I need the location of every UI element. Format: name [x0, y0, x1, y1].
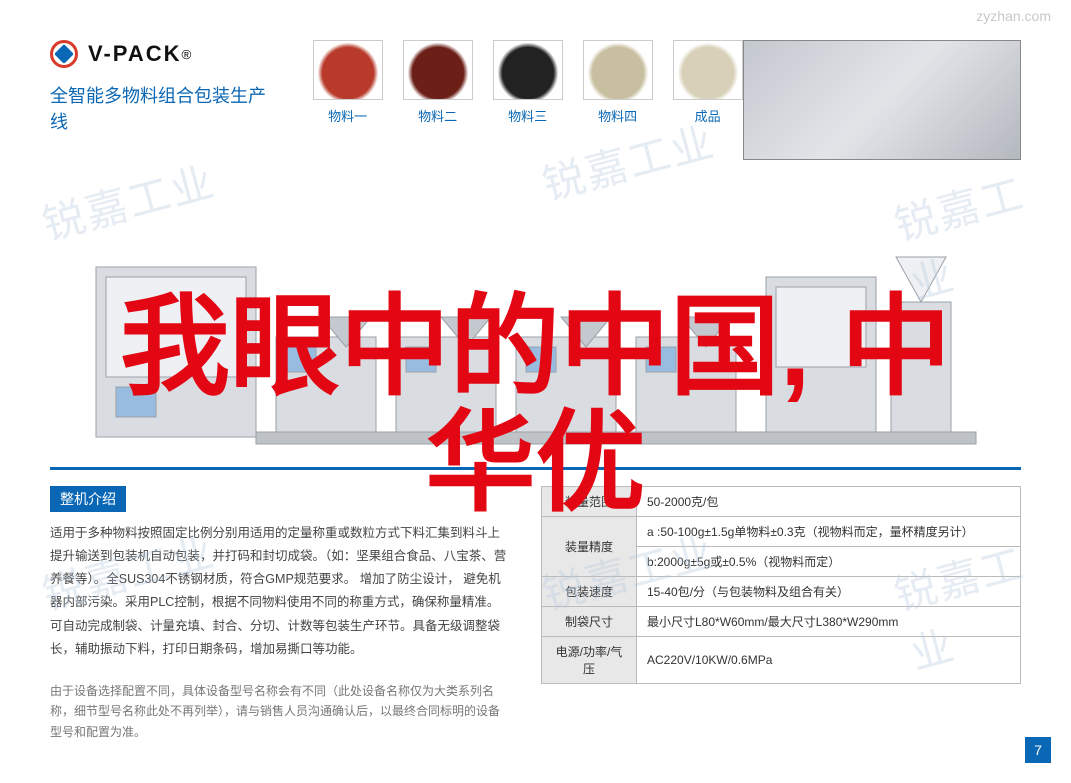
spec-label: 制袋尺寸: [542, 607, 637, 637]
material-item: 物料四: [583, 40, 653, 125]
spec-table: 装量范围 50-2000克/包 装量精度 a :50-100g±1.5g单物料±…: [541, 486, 1021, 684]
machine-illustration: [50, 170, 1021, 470]
material-item: 物料二: [403, 40, 473, 125]
spec-value: b:2000g±5g或±0.5%（视物料而定）: [637, 547, 1021, 577]
intro-footnote: 由于设备选择配置不同，具体设备型号名称会有不同（此处设备名称仅为大类系列名称，细…: [50, 681, 511, 742]
intro-title: 整机介绍: [50, 486, 126, 512]
machine-svg: [76, 207, 996, 467]
material-thumb: [313, 40, 383, 100]
factory-photo: [743, 40, 1021, 160]
spec-value: 最小尺寸L80*W60mm/最大尺寸L380*W290mm: [637, 607, 1021, 637]
material-label: 物料四: [598, 106, 637, 125]
table-row: 包装速度 15-40包/分（与包装物料及组合有关）: [542, 577, 1021, 607]
table-row: 装量精度 a :50-100g±1.5g单物料±0.3克（视物料而定，量杯精度另…: [542, 517, 1021, 547]
spec-label: 装量范围: [542, 487, 637, 517]
source-url: zyzhan.com: [976, 8, 1051, 24]
spec-value: 15-40包/分（与包装物料及组合有关）: [637, 577, 1021, 607]
product-subtitle: 全智能多物料组合包装生产线: [50, 82, 283, 134]
spec-value: 50-2000克/包: [637, 487, 1021, 517]
material-item: 物料三: [493, 40, 563, 125]
material-thumb: [583, 40, 653, 100]
material-label: 成品: [695, 106, 721, 125]
spec-label: 包装速度: [542, 577, 637, 607]
materials-row: 物料一 物料二 物料三 物料四 成品: [313, 40, 743, 125]
material-thumb: [493, 40, 563, 100]
registered-mark: ®: [182, 47, 192, 62]
logo-icon: [50, 40, 78, 68]
spec-value: a :50-100g±1.5g单物料±0.3克（视物料而定，量杯精度另计）: [637, 517, 1021, 547]
material-item: 物料一: [313, 40, 383, 125]
material-thumb: [403, 40, 473, 100]
spec-value: AC220V/10KW/0.6MPa: [637, 637, 1021, 684]
spec-label: 装量精度: [542, 517, 637, 577]
material-label: 物料二: [418, 106, 457, 125]
brand-name: V-PACK: [88, 41, 182, 67]
material-item: 成品: [673, 40, 743, 125]
material-label: 物料三: [508, 106, 547, 125]
table-row: 电源/功率/气压 AC220V/10KW/0.6MPa: [542, 637, 1021, 684]
material-thumb: [673, 40, 743, 100]
material-label: 物料一: [328, 106, 367, 125]
spec-label: 电源/功率/气压: [542, 637, 637, 684]
logo-block: V-PACK ® 全智能多物料组合包装生产线: [50, 40, 283, 134]
table-row: 制袋尺寸 最小尺寸L80*W60mm/最大尺寸L380*W290mm: [542, 607, 1021, 637]
intro-body: 适用于多种物料按照固定比例分别用适用的定量称重或数粒方式下料汇集到料斗上提升输送…: [50, 522, 511, 661]
page-number: 7: [1025, 737, 1051, 763]
table-row: 装量范围 50-2000克/包: [542, 487, 1021, 517]
